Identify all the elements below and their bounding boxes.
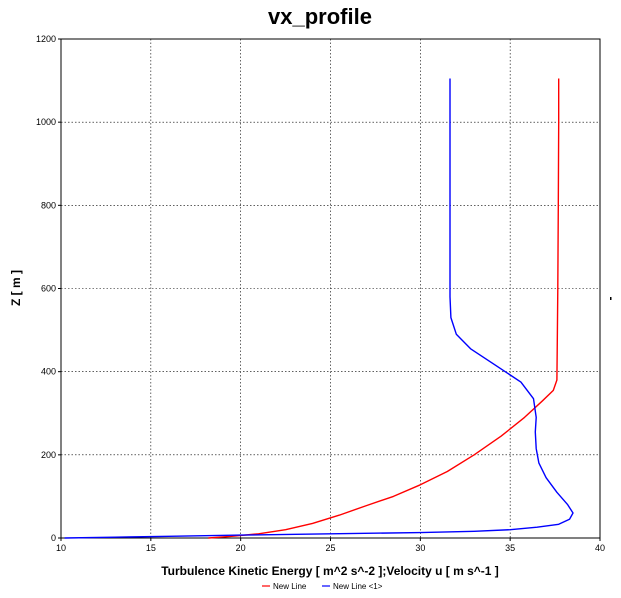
series-line-2 <box>64 78 574 539</box>
y-tick-label: 200 <box>41 450 56 460</box>
series-lines <box>64 78 574 539</box>
y-tick-label: 800 <box>41 200 56 210</box>
x-tick-label: 40 <box>595 543 605 553</box>
x-tick-label: 35 <box>505 543 515 553</box>
x-tick-label: 20 <box>236 543 246 553</box>
y-tick-label: 400 <box>41 367 56 377</box>
x-tick-label: 25 <box>325 543 335 553</box>
x-axis-label: Turbulence Kinetic Energy [ m^2 s^-2 ];V… <box>161 564 499 578</box>
legend-label-1: New Line <box>273 582 307 591</box>
series-line-1 <box>208 78 560 539</box>
chart-title: vx_profile <box>268 4 372 29</box>
legend: New Line New Line <1> <box>262 582 383 591</box>
y-tick-label: 1000 <box>36 117 56 127</box>
y-tick-label: 1200 <box>36 34 56 44</box>
y-tick-label: 0 <box>51 533 56 543</box>
x-tick-label: 30 <box>415 543 425 553</box>
y-axis-label: Z [ m ] <box>9 270 23 306</box>
legend-label-2: New Line <1> <box>333 582 383 591</box>
grid <box>61 39 600 538</box>
edge-marker <box>610 297 612 300</box>
x-tick-label: 15 <box>146 543 156 553</box>
x-tick-label: 10 <box>56 543 66 553</box>
y-tick-label: 600 <box>41 284 56 294</box>
